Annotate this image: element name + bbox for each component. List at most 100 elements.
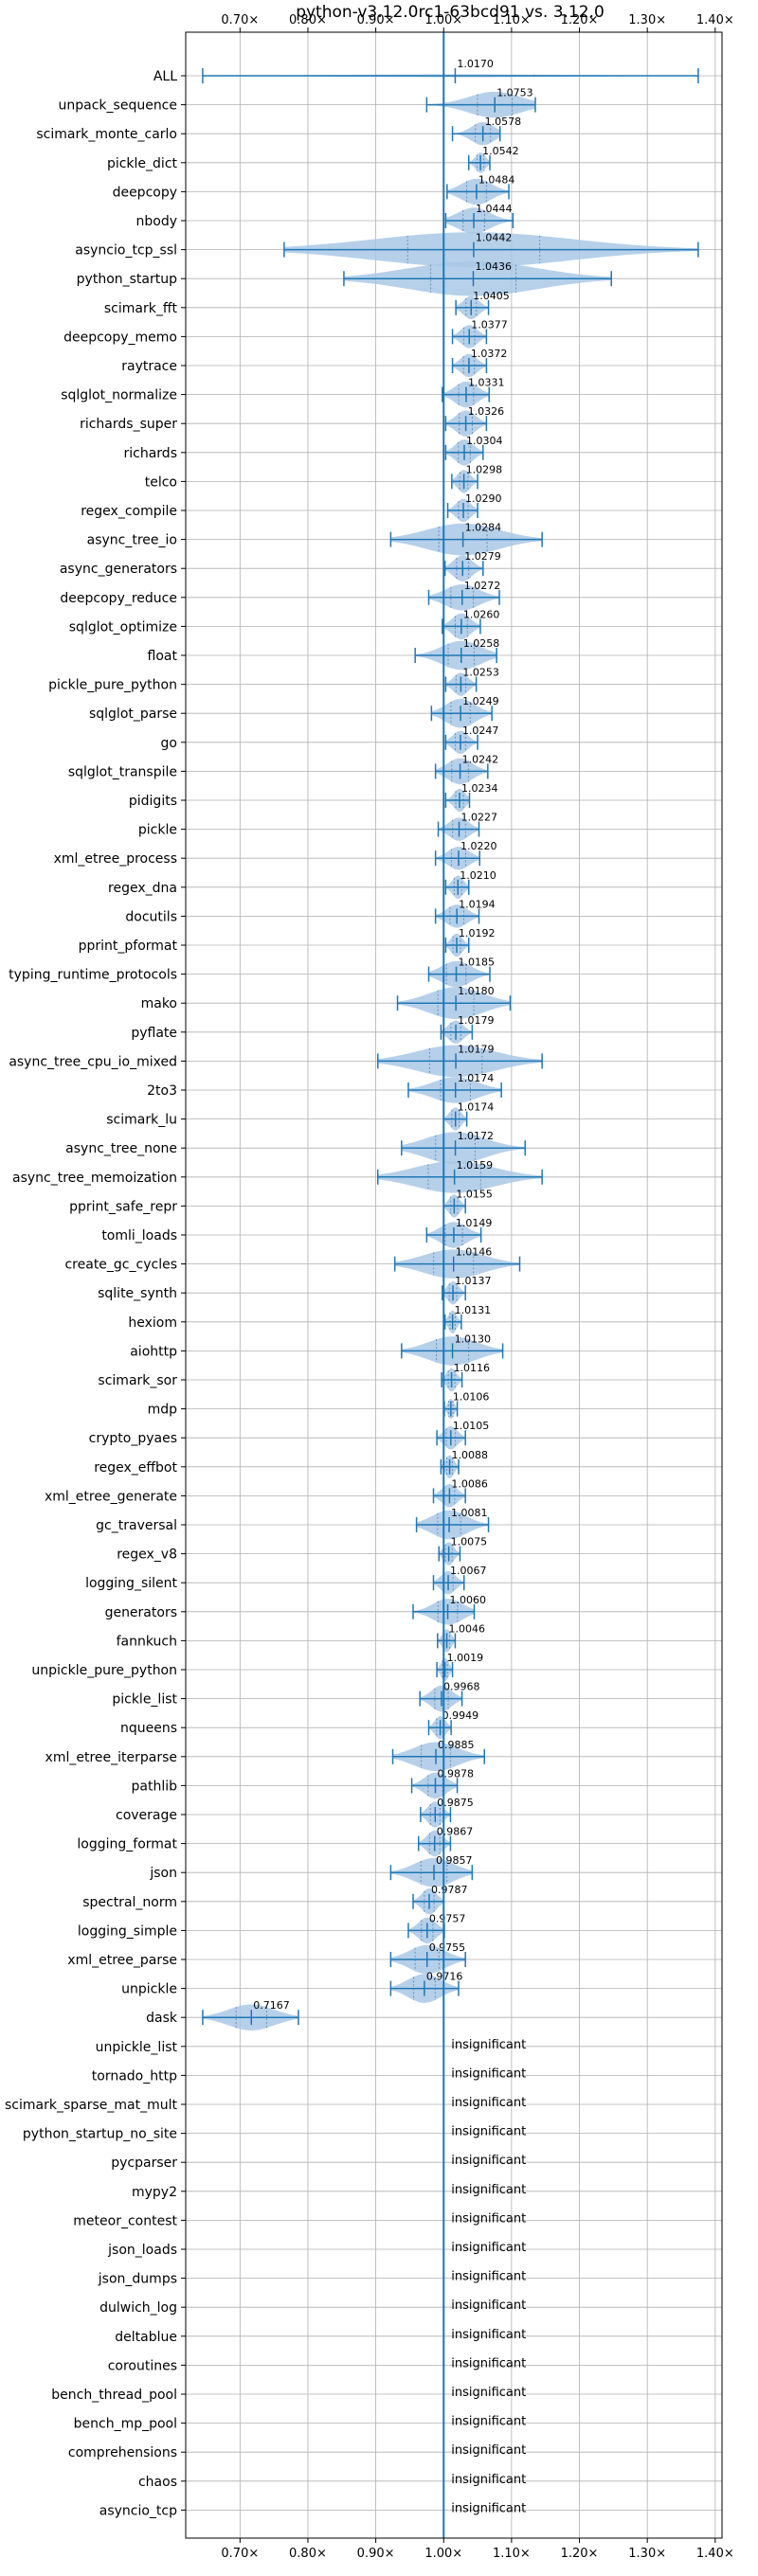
category-label: coroutines bbox=[108, 2358, 177, 2373]
category-label: nqueens bbox=[120, 1721, 177, 1736]
value-label: 1.0179 bbox=[458, 1043, 495, 1055]
category-label: scimark_sor bbox=[98, 1373, 177, 1388]
value-label: 1.0088 bbox=[452, 1449, 489, 1461]
category-label: ALL bbox=[153, 69, 177, 84]
category-label: regex_dna bbox=[108, 881, 177, 896]
top-tick-label: 1.10× bbox=[493, 13, 531, 27]
category-label: create_gc_cycles bbox=[64, 1258, 177, 1273]
category-label: coverage bbox=[116, 1808, 177, 1823]
value-label: 1.0155 bbox=[456, 1188, 493, 1200]
value-label: 1.0258 bbox=[463, 637, 500, 650]
category-label: mdp bbox=[148, 1403, 178, 1418]
category-label: json_loads bbox=[107, 2243, 177, 2258]
value-label: 1.0331 bbox=[468, 377, 505, 389]
value-label: 1.0060 bbox=[450, 1594, 486, 1606]
category-label: pprint_pformat bbox=[79, 939, 178, 954]
axis-ticks: 0.70× 0.70× 0.80× 0.80× 0.90× 0.90× 1.00× 1.00×… bbox=[181, 13, 734, 2561]
value-label: 0.9757 bbox=[429, 1912, 466, 1924]
category-label: sqlite_synth bbox=[98, 1286, 177, 1301]
category-label: regex_compile bbox=[81, 504, 177, 519]
value-label: 1.0185 bbox=[459, 957, 495, 969]
category-label: aiohttp bbox=[130, 1344, 177, 1359]
insignificant-label: insignificant bbox=[451, 2270, 526, 2284]
category-label: pickle_list bbox=[112, 1692, 177, 1708]
value-label: 1.0067 bbox=[450, 1565, 487, 1577]
category-label: scimark_sparse_mat_mult bbox=[5, 2098, 177, 2113]
category-label: logging_simple bbox=[78, 1923, 177, 1939]
insignificant-label: insignificant bbox=[451, 2386, 526, 2400]
category-label: xml_etree_generate bbox=[45, 1489, 177, 1504]
category-label: sqlglot_normalize bbox=[61, 388, 177, 403]
bottom-tick-label: 1.20× bbox=[561, 2547, 599, 2561]
value-label: 1.0170 bbox=[457, 58, 494, 70]
value-label: 1.0405 bbox=[473, 290, 510, 302]
category-label: hexiom bbox=[128, 1315, 177, 1331]
value-label: 1.0304 bbox=[466, 435, 503, 447]
value-label: 1.0146 bbox=[456, 1246, 492, 1259]
bottom-tick-label: 1.10× bbox=[493, 2547, 531, 2561]
category-label: sqlglot_parse bbox=[89, 707, 177, 722]
value-label: 1.0227 bbox=[461, 812, 498, 824]
category-label: float bbox=[148, 649, 178, 664]
category-label: bench_thread_pool bbox=[51, 2388, 177, 2403]
category-label: sqlglot_transpile bbox=[68, 764, 177, 779]
value-label: 1.0131 bbox=[455, 1304, 492, 1316]
insignificant-label: insignificant bbox=[451, 2125, 526, 2139]
category-label: json bbox=[149, 1866, 177, 1881]
category-label: raytrace bbox=[121, 359, 177, 374]
value-label: 1.0326 bbox=[468, 405, 505, 418]
category-label: comprehensions bbox=[68, 2445, 177, 2460]
value-label: 1.0272 bbox=[464, 580, 500, 592]
value-label: 1.0484 bbox=[478, 173, 515, 186]
top-tick-label: 0.70× bbox=[221, 13, 259, 27]
category-label: scimark_monte_carlo bbox=[36, 127, 177, 142]
category-label: 2to3 bbox=[147, 1083, 177, 1099]
insignificant-label: insignificant bbox=[451, 2356, 526, 2370]
violins: 1.0170 1.0753 1.0578 1.0542 1.0484 1.0444 1.04… bbox=[202, 58, 699, 2515]
value-label: 1.0149 bbox=[456, 1217, 493, 1229]
insignificant-label: insignificant bbox=[451, 2473, 526, 2487]
category-label: pickle_pure_python bbox=[48, 678, 177, 693]
category-label: chaos bbox=[138, 2475, 177, 2490]
category-label: pidigits bbox=[129, 794, 177, 809]
value-label: 1.0086 bbox=[451, 1477, 488, 1490]
category-label: pprint_safe_repr bbox=[69, 1199, 177, 1214]
category-label: crypto_pyaes bbox=[89, 1431, 177, 1446]
value-label: 1.0220 bbox=[460, 840, 497, 852]
insignificant-label: insignificant bbox=[451, 2241, 526, 2255]
bottom-tick-label: 0.70× bbox=[221, 2547, 259, 2561]
category-label: richards bbox=[124, 446, 178, 461]
category-label: mypy2 bbox=[132, 2185, 177, 2200]
top-tick-label: 1.40× bbox=[696, 13, 734, 27]
category-label: logging_silent bbox=[85, 1576, 177, 1591]
category-label: scimark_fft bbox=[104, 301, 178, 316]
value-label: 1.0075 bbox=[451, 1536, 488, 1548]
value-label: 0.9968 bbox=[443, 1681, 480, 1693]
category-label: deepcopy bbox=[113, 185, 177, 200]
category-label: scimark_lu bbox=[106, 1113, 177, 1128]
category-label: generators bbox=[105, 1605, 177, 1620]
insignificant-label: insignificant bbox=[451, 2328, 526, 2342]
value-label: 1.0159 bbox=[457, 1159, 493, 1172]
value-label: 1.0137 bbox=[455, 1275, 492, 1287]
value-label: 1.0172 bbox=[458, 1130, 494, 1142]
category-label: pickle bbox=[138, 823, 177, 838]
category-label: python_startup_no_site bbox=[23, 2127, 177, 2142]
category-labels: ALL unpack_sequence scimark_monte_carlopic… bbox=[5, 69, 178, 2518]
bottom-tick-label: 1.30× bbox=[628, 2547, 666, 2561]
plot-frame bbox=[185, 31, 723, 2539]
category-label: regex_effbot bbox=[94, 1460, 177, 1476]
category-label: pycparser bbox=[111, 2156, 177, 2171]
insignificant-label: insignificant bbox=[451, 2038, 526, 2052]
category-label: tornado_http bbox=[92, 2068, 177, 2084]
top-tick-label: 1.20× bbox=[561, 13, 599, 27]
insignificant-label: insignificant bbox=[451, 2154, 526, 2168]
bottom-tick-label: 0.90× bbox=[357, 2547, 395, 2561]
top-tick-label: 1.30× bbox=[628, 13, 666, 27]
value-label: 1.0279 bbox=[464, 550, 501, 563]
value-label: 1.0106 bbox=[453, 1391, 490, 1404]
value-label: 1.0284 bbox=[465, 522, 501, 534]
value-label: 0.9867 bbox=[437, 1826, 474, 1838]
value-label: 1.0242 bbox=[462, 753, 499, 765]
